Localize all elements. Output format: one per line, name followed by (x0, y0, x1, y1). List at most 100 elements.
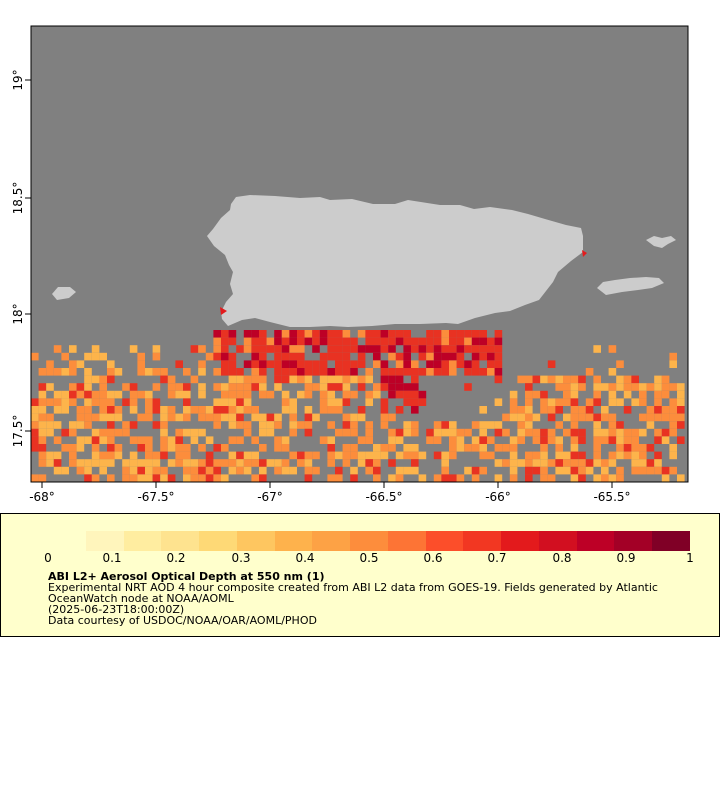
aod-cell (525, 451, 533, 460)
aod-cell (236, 345, 244, 353)
aod-cell (418, 390, 427, 399)
aod-cell (289, 421, 297, 429)
aod-cell (464, 345, 472, 353)
aod-cell (152, 459, 161, 467)
aod-cell (304, 390, 313, 399)
aod-cell (547, 398, 556, 406)
aod-cell (145, 413, 153, 422)
aod-cell (221, 330, 229, 338)
aod-cell (91, 444, 100, 452)
aod-cell (479, 352, 487, 361)
aod-cell (563, 466, 571, 475)
lon-label-67-5: -67.5° (137, 490, 174, 504)
aod-cell (84, 352, 92, 361)
aod-cell (243, 428, 252, 437)
aod-cell (623, 375, 632, 384)
aod-cell (289, 375, 297, 384)
aod-cell (84, 436, 92, 444)
aod-cell (411, 390, 419, 399)
aod-cell (198, 474, 206, 482)
aod-cell (84, 398, 92, 406)
aod-cell (418, 352, 427, 361)
aod-cell (259, 474, 267, 482)
aod-cell (198, 390, 206, 399)
aod-cell (304, 406, 313, 414)
aod-cell (433, 421, 442, 429)
aod-cell (350, 390, 358, 399)
aod-cell (418, 451, 427, 460)
aod-cell (129, 390, 138, 399)
aod-cell (69, 428, 77, 437)
aod-cell (259, 466, 267, 475)
aod-cell (547, 406, 556, 414)
aod-cell (608, 398, 617, 406)
aod-cell (160, 421, 168, 429)
aod-cell (403, 337, 411, 346)
aod-cell (274, 375, 282, 384)
aod-cell (236, 406, 244, 414)
aod-cell (304, 330, 313, 338)
aod-cell (593, 345, 601, 353)
aod-cell (327, 474, 335, 482)
aod-cell (175, 436, 183, 444)
aod-cell (289, 406, 297, 414)
aod-cell (342, 360, 351, 368)
aod-cell (259, 368, 267, 376)
aod-cell (487, 345, 495, 353)
aod-cell (380, 337, 389, 346)
aod-cell (449, 436, 457, 444)
aod-cell (281, 375, 290, 384)
aod-cell (570, 436, 579, 444)
aod-cell (357, 360, 366, 368)
aod-cell (160, 474, 168, 482)
aod-cell (84, 375, 92, 384)
aod-cell (38, 413, 47, 422)
aod-cell (350, 360, 358, 368)
aod-cell (91, 390, 100, 399)
aod-cell (289, 368, 297, 376)
aod-cell (661, 390, 670, 399)
aod-cell (365, 390, 373, 399)
aod-cell (84, 390, 92, 399)
aod-cell (616, 421, 624, 429)
aod-cell (479, 436, 487, 444)
aod-cell (281, 345, 290, 353)
aod-cell (540, 444, 548, 452)
aod-cell (236, 375, 244, 384)
aod-cell (555, 459, 563, 467)
aod-cell (525, 398, 533, 406)
aod-cell (342, 330, 351, 338)
aod-cell (69, 451, 77, 460)
aod-cell (433, 330, 442, 338)
aod-cell (259, 352, 267, 361)
aod-cell (99, 398, 107, 406)
map-plot-area[interactable] (30, 25, 689, 483)
aod-cell (236, 466, 244, 475)
aod-cell (221, 398, 229, 406)
aod-cell (228, 360, 237, 368)
aod-cell (152, 368, 161, 376)
aod-cell (373, 451, 381, 460)
aod-cell (213, 413, 221, 422)
aod-cell (289, 466, 297, 475)
aod-cell (661, 383, 670, 391)
aod-cell (456, 436, 465, 444)
aod-cell (319, 330, 328, 338)
aod-cell (297, 368, 305, 376)
colorbar-tick-1: 1 (686, 551, 694, 565)
aod-cell (304, 337, 313, 346)
aod-cell (661, 474, 670, 482)
aod-cell (205, 459, 214, 467)
aod-cell (661, 375, 670, 384)
aod-cell (266, 421, 275, 429)
aod-cell (411, 459, 419, 467)
aod-cell (243, 459, 252, 467)
aod-cell (487, 436, 495, 444)
aod-cell (654, 451, 662, 460)
aod-cell (494, 421, 503, 429)
aod-cell (479, 421, 487, 429)
aod-cell (228, 390, 237, 399)
aod-cell (388, 474, 396, 482)
aod-cell (395, 390, 404, 399)
aod-cell (327, 390, 335, 399)
